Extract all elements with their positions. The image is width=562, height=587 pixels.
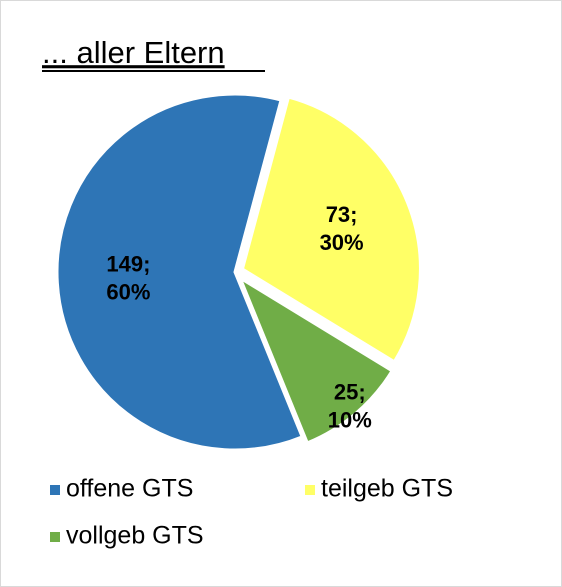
percent-label: 10% [328, 408, 372, 433]
chart-title: ... aller Eltern [42, 35, 225, 70]
legend-swatch [50, 532, 60, 542]
pie-slice [240, 95, 422, 364]
percent-label: 60% [106, 279, 150, 304]
percent-label: 30% [320, 230, 364, 255]
data-label: 73; [326, 202, 358, 227]
legend-swatch [305, 485, 315, 495]
pie-slice [55, 92, 305, 452]
pie-slice [237, 274, 395, 445]
legend-label: vollgeb GTS [66, 522, 204, 550]
legend-swatch [50, 485, 60, 495]
data-label: 149; [106, 251, 150, 276]
legend-label: offene GTS [66, 475, 193, 503]
data-label: 25; [334, 380, 366, 405]
legend-label: teilgeb GTS [321, 475, 453, 503]
